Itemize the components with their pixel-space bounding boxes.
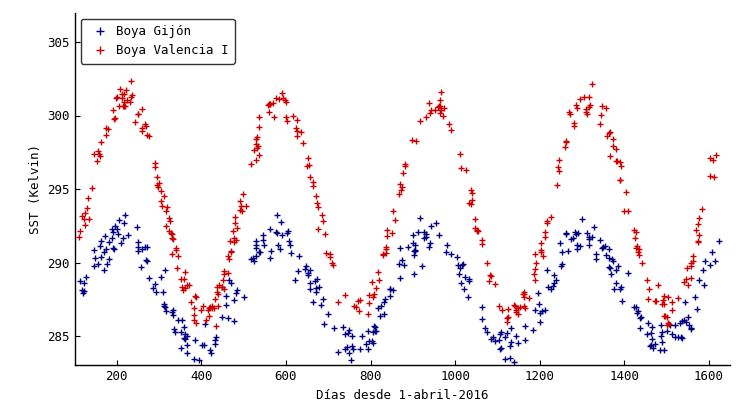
Boya Gijón: [121, 212, 130, 217]
Boya Valencia I: [212, 323, 221, 328]
Legend: Boya Gijón, Boya Valencia I: Boya Gijón, Boya Valencia I: [80, 19, 235, 63]
Line: Boya Valencia I: Boya Valencia I: [75, 78, 720, 329]
Boya Valencia I: [560, 144, 569, 150]
Boya Gijón: [454, 271, 463, 276]
Line: Boya Gijón: Boya Gijón: [76, 211, 723, 372]
Boya Valencia I: [540, 229, 549, 234]
Boya Gijón: [714, 238, 723, 243]
Boya Gijón: [410, 243, 419, 248]
Boya Gijón: [683, 314, 692, 319]
Boya Gijón: [359, 365, 368, 370]
Boya Gijón: [248, 256, 257, 261]
Boya Valencia I: [74, 234, 83, 239]
Boya Gijón: [75, 279, 84, 284]
Boya Valencia I: [398, 184, 407, 189]
Boya Valencia I: [711, 152, 720, 158]
Y-axis label: SST (Kelvin): SST (Kelvin): [28, 144, 42, 234]
Boya Gijón: [706, 263, 714, 268]
Boya Valencia I: [169, 236, 178, 241]
Boya Valencia I: [313, 200, 322, 205]
Boya Gijón: [370, 324, 378, 329]
X-axis label: Días desde 1-abril-2016: Días desde 1-abril-2016: [316, 389, 489, 402]
Boya Valencia I: [436, 111, 445, 116]
Boya Valencia I: [127, 79, 136, 84]
